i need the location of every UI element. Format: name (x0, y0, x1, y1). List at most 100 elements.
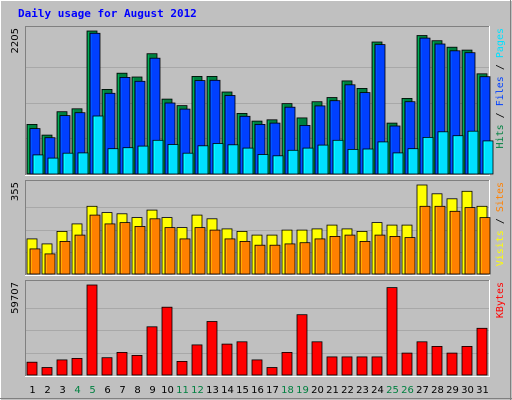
bar-sites-day-17 (269, 244, 281, 275)
bar-pages-day-8 (137, 145, 149, 175)
x-tick-label: 9 (149, 385, 155, 396)
x-tick-label: 15 (236, 385, 249, 396)
legend-visits: Visits (495, 230, 506, 266)
legend-sites: Sites (495, 182, 506, 212)
bar-pages-day-1 (32, 154, 44, 175)
bar-pages-day-12 (197, 145, 209, 175)
x-tick-label: 27 (416, 385, 429, 396)
bar-kbytes-day-20 (311, 341, 323, 376)
bar-kbytes-day-14 (221, 343, 233, 376)
x-tick-label: 2 (44, 385, 50, 396)
x-tick-label: 18 (281, 385, 294, 396)
bar-pages-day-20 (317, 144, 329, 175)
bar-kbytes-day-18 (281, 351, 293, 376)
bar-kbytes-day-21 (326, 356, 338, 376)
x-tick-label: 14 (221, 385, 234, 396)
chart-panels: 2205 Hits / Files / Pages 355 Visits / Site… (10, 26, 506, 377)
x-tick-label: 25 (386, 385, 399, 396)
bar-pages-day-13 (212, 143, 224, 175)
bar-kbytes-day-24 (371, 356, 383, 376)
x-tick-label: 29 (446, 385, 459, 396)
x-tick-label: 11 (176, 385, 189, 396)
x-tick-label: 21 (326, 385, 339, 396)
bar-pages-day-28 (437, 131, 449, 175)
x-tick-label: 20 (311, 385, 324, 396)
x-tick-label: 30 (461, 385, 474, 396)
bar-pages-day-22 (347, 148, 359, 175)
bar-sites-day-11 (179, 238, 191, 275)
bar-pages-day-3 (62, 152, 74, 175)
bar-sites-day-21 (329, 235, 341, 275)
bar-kbytes-day-11 (176, 360, 188, 376)
bar-pages-day-29 (452, 135, 464, 175)
bar-kbytes-day-17 (266, 367, 278, 376)
x-tick-label: 5 (89, 385, 95, 396)
bar-kbytes-day-3 (56, 359, 68, 376)
bar-sites-day-14 (224, 238, 236, 275)
legend-files: Files (495, 76, 506, 106)
bar-pages-day-21 (332, 139, 344, 175)
bar-pages-day-14 (227, 144, 239, 175)
bar-kbytes-day-15 (236, 341, 248, 376)
bar-sites-day-25 (389, 235, 401, 275)
bar-kbytes-day-22 (341, 356, 353, 376)
bar-sites-day-8 (134, 225, 146, 275)
side-legend-kbytes: KBytes (495, 282, 506, 318)
x-tick-label: 19 (296, 385, 309, 396)
x-tick-label: 24 (371, 385, 384, 396)
bar-kbytes-day-31 (476, 327, 488, 376)
bar-pages-day-26 (407, 148, 419, 175)
x-tick-label: 12 (191, 385, 204, 396)
legend-separator: / (495, 58, 506, 76)
bar-sites-day-13 (209, 229, 221, 275)
x-tick-label: 7 (119, 385, 125, 396)
x-tick-label: 8 (134, 385, 140, 396)
y-max-label: 355 (10, 182, 21, 201)
bar-sites-day-3 (59, 240, 71, 275)
bar-kbytes-day-5 (86, 284, 98, 376)
bar-sites-day-12 (194, 227, 206, 275)
bar-sites-day-4 (74, 234, 86, 275)
bar-sites-day-9 (149, 218, 161, 275)
x-tick-label: 17 (266, 385, 279, 396)
x-tick-label: 22 (341, 385, 354, 396)
bar-pages-day-17 (272, 155, 284, 175)
side-legend-hits_files_pages: Hits / Files / Pages (495, 28, 506, 148)
legend-separator: / (495, 106, 506, 124)
bar-pages-day-11 (182, 152, 194, 175)
x-axis-ticks: 1 2 3 4 5 6 7 8 9 10 11 12 13 14 15 16 17 18 19 20 21 22 23 24 2… (29, 385, 489, 396)
panel-hits_files_pages: 2205 Hits / Files / Pages (10, 26, 506, 176)
bar-sites-day-26 (404, 237, 416, 275)
bar-sites-day-20 (314, 238, 326, 275)
side-legend-visits_sites: Visits / Sites (495, 182, 506, 266)
bar-kbytes-day-26 (401, 352, 413, 376)
bar-sites-day-18 (284, 243, 296, 275)
bar-kbytes-day-10 (161, 306, 173, 376)
bar-sites-day-7 (119, 222, 131, 275)
bar-kbytes-day-25 (386, 287, 398, 376)
bar-pages-day-19 (302, 147, 314, 175)
bar-sites-day-22 (344, 234, 356, 275)
x-tick-label: 23 (356, 385, 369, 396)
bar-kbytes-day-9 (146, 326, 158, 376)
x-tick-label: 10 (161, 385, 174, 396)
bar-sites-day-31 (479, 217, 491, 275)
bar-sites-day-23 (359, 240, 371, 275)
bar-sites-day-19 (299, 242, 311, 275)
x-tick-label: 28 (431, 385, 444, 396)
bar-kbytes-day-6 (101, 357, 113, 376)
bar-kbytes-day-27 (416, 341, 428, 376)
x-tick-label: 13 (206, 385, 219, 396)
bar-pages-day-6 (107, 148, 119, 175)
bar-sites-day-5 (89, 214, 101, 275)
legend-pages: Pages (495, 28, 506, 58)
y-max-label: 2205 (10, 28, 21, 53)
legend-kbytes: KBytes (495, 282, 506, 318)
bar-pages-day-30 (467, 130, 479, 175)
bar-pages-day-16 (257, 154, 269, 175)
bar-pages-day-9 (152, 139, 164, 175)
bar-kbytes-day-29 (446, 352, 458, 376)
bar-kbytes-day-2 (41, 367, 53, 376)
bar-sites-day-28 (434, 205, 446, 275)
